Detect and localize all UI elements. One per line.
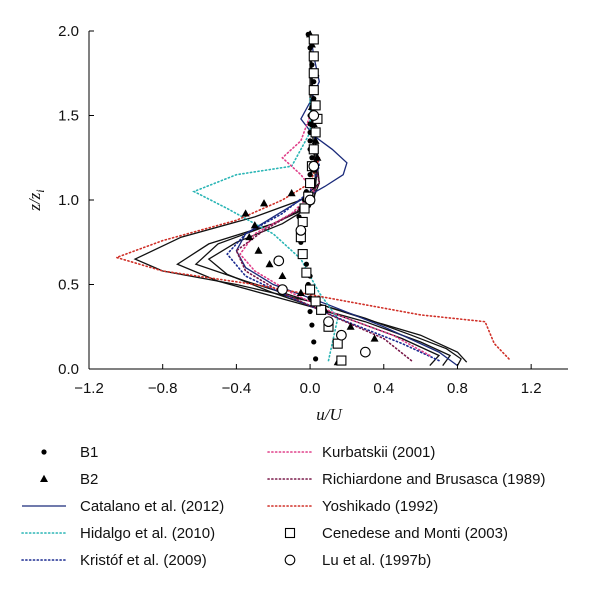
triangle-point [370, 334, 379, 342]
x-axis-label: u/U [316, 405, 343, 424]
square-point [305, 178, 316, 189]
black-curve-3 [207, 31, 441, 367]
square-point [299, 203, 310, 214]
triangle-point [250, 221, 259, 229]
legend-label: Richiardone and Brusasca (1989) [322, 471, 545, 488]
legend-symbol [284, 554, 296, 566]
dot-point [313, 356, 319, 362]
square-point [310, 127, 321, 138]
black-curve-1 [133, 31, 462, 366]
triangle-point [254, 246, 263, 254]
square-point [297, 249, 308, 260]
circle-point [308, 160, 320, 172]
legend-label: Lu et al. (1997b) [322, 552, 431, 569]
dot-point [311, 339, 317, 345]
square-point [308, 34, 319, 45]
square-point [305, 284, 316, 295]
square-point [308, 51, 319, 62]
triangle-point [313, 153, 322, 161]
square-point [308, 144, 319, 155]
square-point [301, 267, 312, 278]
axes: 0.0 0.5 1.0 1.5 2.0 −1.2 −0.8 −0.4 0.0 0.4 0.8 1.2 [58, 23, 568, 397]
dot-point [307, 138, 313, 144]
square-point [308, 85, 319, 96]
circle-point [336, 329, 347, 341]
dot-point [309, 155, 315, 161]
x-tick-label: 0.0 [300, 380, 321, 397]
triangle-point [296, 288, 305, 296]
dot-point [307, 308, 313, 315]
x-tick-label: 0.8 [447, 380, 468, 397]
circle-point [273, 255, 285, 267]
x-tick-label: 1.2 [521, 380, 542, 397]
dot-point [309, 62, 315, 68]
square-point [308, 68, 319, 79]
square-point [316, 304, 327, 315]
legend-label: Yoshikado (1992) [322, 498, 438, 515]
legend-label: B1 [80, 444, 98, 461]
legend-label: B2 [80, 471, 98, 488]
legend-label: Cenedese and Monti (2003) [322, 525, 508, 542]
legend-symbol [41, 449, 47, 455]
y-tick-label: 2.0 [58, 23, 79, 40]
circle-point [304, 194, 316, 206]
circle-point [323, 316, 334, 328]
x-tick-label: −1.2 [74, 380, 104, 397]
legend-label: Kurbatskii (2001) [322, 444, 435, 461]
x-tick-label: −0.4 [222, 380, 252, 397]
square-point [297, 216, 308, 228]
series-line-4 [239, 114, 431, 357]
square-point [332, 338, 343, 349]
y-tick-label: 1.5 [58, 108, 79, 125]
circle-point [308, 110, 320, 121]
legend-symbol [40, 474, 48, 482]
triangle-point [260, 199, 269, 207]
square-point [336, 355, 347, 366]
legend: B1 B2 Catalano et al. (2012) Hidalgo et al.… [21, 444, 545, 569]
dot-point [311, 96, 317, 102]
square-point [310, 296, 321, 307]
y-tick-label: 1.0 [58, 192, 79, 209]
legend-label: Kristóf et al. (2009) [80, 552, 207, 569]
triangle-point [278, 271, 287, 280]
legend-symbol [284, 527, 296, 539]
plot-area [114, 30, 510, 367]
x-tick-label: 0.4 [373, 380, 394, 397]
circle-point [295, 225, 307, 236]
triangle-point [265, 260, 274, 268]
circle-point [359, 346, 371, 358]
legend-label: Catalano et al. (2012) [80, 498, 224, 515]
square-point [310, 100, 321, 111]
x-tick-label: −0.8 [148, 380, 178, 397]
triangle-point [245, 232, 254, 241]
circle-point [277, 284, 288, 295]
y-tick-label: 0.0 [58, 361, 79, 378]
triangle-point [311, 136, 320, 144]
triangle-point [346, 322, 355, 330]
triangle-point [287, 189, 296, 197]
legend-label: Hidalgo et al. (2010) [80, 525, 215, 542]
series-line-6 [114, 157, 510, 360]
dot-point [303, 261, 309, 267]
dot-point [309, 322, 315, 328]
y-axis-label: z/zi [25, 189, 47, 211]
y-tick-label: 0.5 [58, 277, 79, 294]
dot-point [307, 172, 313, 178]
dot-point [311, 79, 317, 85]
triangle-point [241, 209, 250, 217]
